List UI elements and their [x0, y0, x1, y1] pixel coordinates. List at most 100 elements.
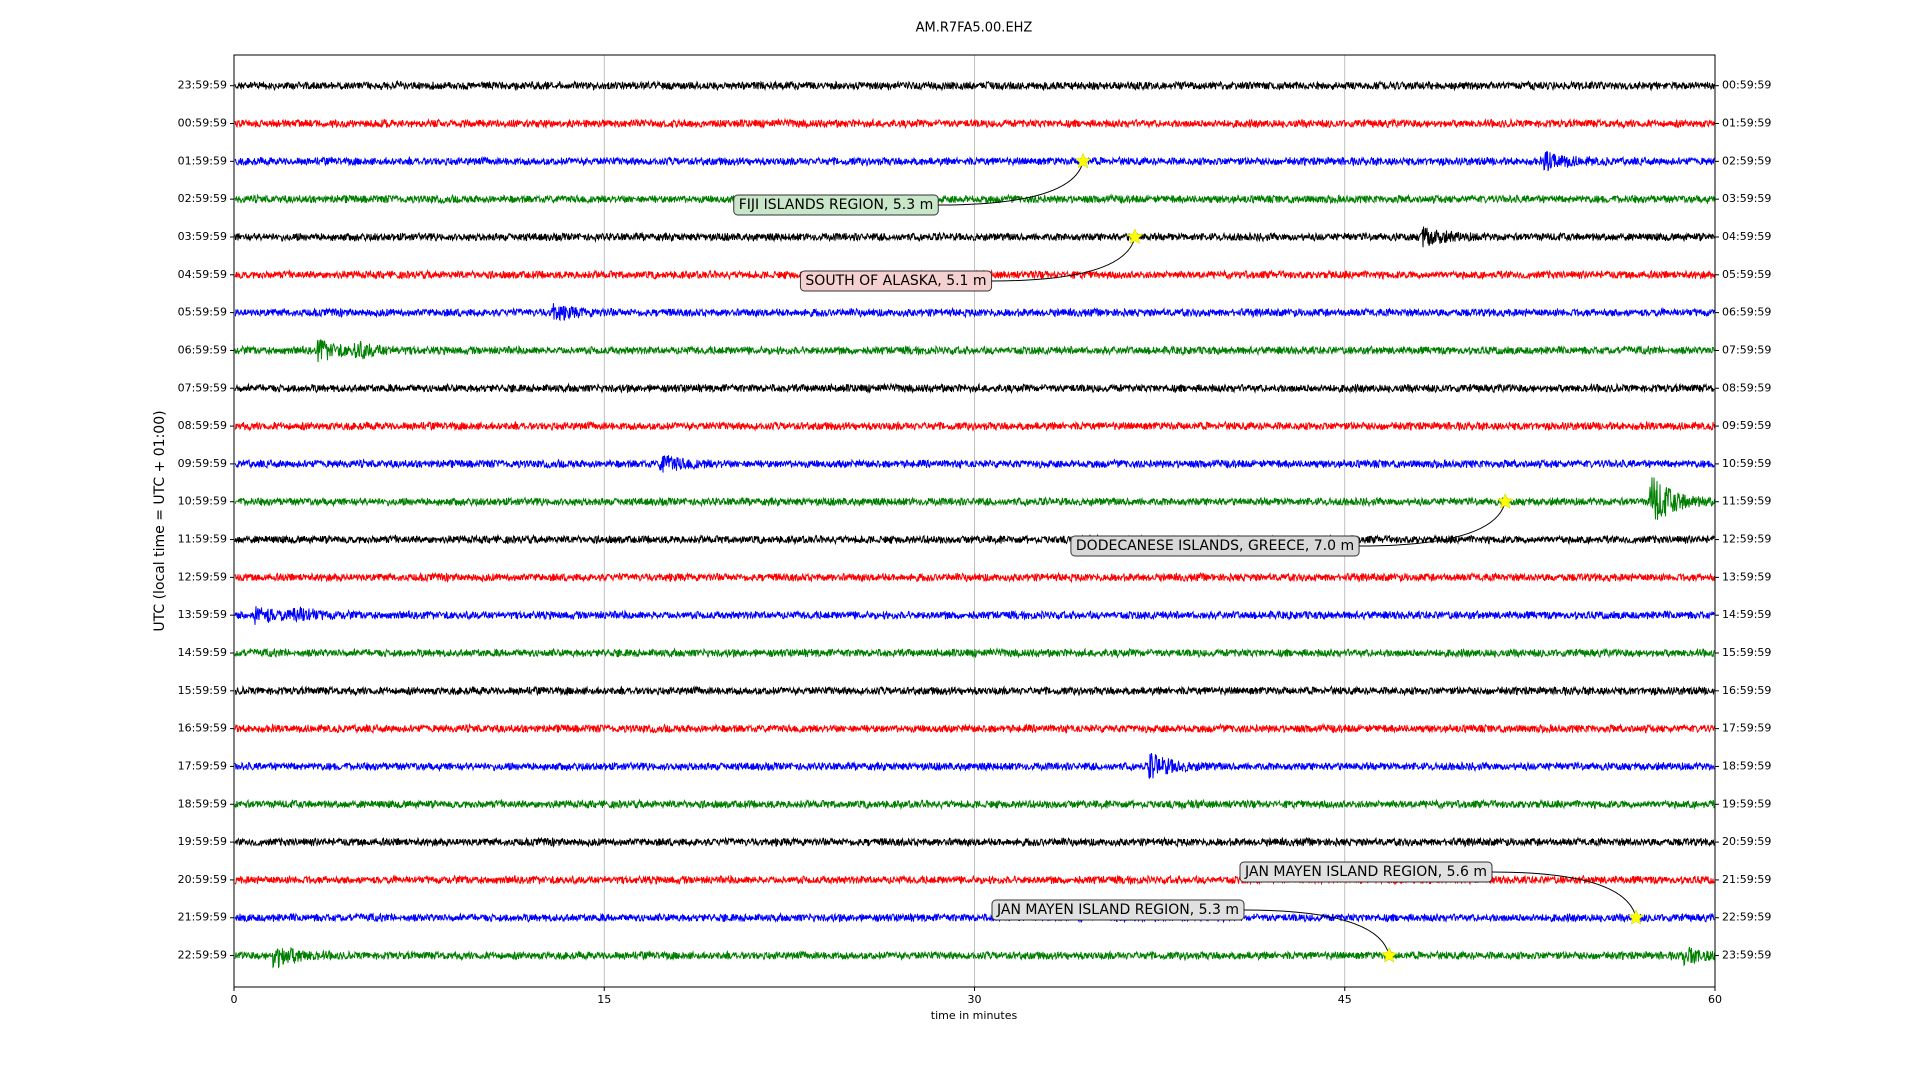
trace: [234, 946, 1715, 969]
event-star: [1496, 493, 1514, 509]
x-tick-label: 45: [1338, 993, 1352, 1006]
y-tick-label-left: 23:59:59: [178, 79, 227, 92]
trace: [234, 477, 1715, 520]
trace: [234, 684, 1715, 697]
trace: [234, 911, 1715, 924]
plot-frame: [233, 54, 1716, 988]
event-star: [1627, 909, 1645, 925]
annotation-connector: [1359, 501, 1506, 547]
trace: [234, 193, 1715, 205]
y-tick-label-left: 16:59:59: [178, 722, 227, 735]
annotation-text: SOUTH OF ALASKA, 5.1 m: [805, 273, 986, 289]
chart-title: AM.R7FA5.00.EHZ: [916, 21, 1033, 36]
y-tick-label-left: 12:59:59: [178, 570, 227, 583]
y-tick-label-right: 11:59:59: [1722, 495, 1771, 508]
event-annotation: FIJI ISLANDS REGION, 5.3 m: [733, 161, 1084, 216]
y-tick-label-right: 04:59:59: [1722, 230, 1771, 243]
y-tick-label-left: 03:59:59: [178, 230, 227, 243]
annotation-connector: [991, 236, 1136, 282]
y-tick-label-left: 07:59:59: [178, 381, 227, 394]
annotation-connector: [1491, 871, 1637, 918]
event-annotation: JAN MAYEN ISLAND REGION, 5.3 m: [991, 899, 1390, 956]
y-tick-label-right: 00:59:59: [1722, 79, 1771, 92]
y-tick-label-left: 18:59:59: [178, 797, 227, 810]
event-annotation: DODECANESE ISLANDS, GREECE, 7.0 m: [1070, 501, 1506, 557]
annotation-connector: [938, 161, 1084, 206]
y-tick-label-left: 08:59:59: [178, 419, 227, 432]
y-tick-label-right: 03:59:59: [1722, 192, 1771, 205]
trace: [234, 836, 1715, 848]
y-tick-label-left: 10:59:59: [178, 495, 227, 508]
trace: [234, 571, 1715, 584]
annotation-text: DODECANESE ISLANDS, GREECE, 7.0 m: [1076, 538, 1354, 554]
y-tick-label-right: 13:59:59: [1722, 570, 1771, 583]
trace: [234, 533, 1715, 546]
y-tick-label-right: 02:59:59: [1722, 154, 1771, 167]
trace: [234, 752, 1715, 780]
trace: [234, 606, 1715, 625]
y-tick-label-right: 10:59:59: [1722, 457, 1771, 470]
trace: [234, 420, 1715, 432]
x-axis-label: time in minutes: [931, 1009, 1018, 1022]
x-tick-label: 60: [1708, 993, 1722, 1006]
y-tick-label-left: 21:59:59: [178, 911, 227, 924]
x-tick-label: 15: [597, 993, 611, 1006]
y-tick-label-right: 14:59:59: [1722, 608, 1771, 621]
y-tick-label-right: 17:59:59: [1722, 722, 1771, 735]
event-star: [1380, 946, 1398, 963]
event-star: [1126, 228, 1144, 245]
trace: [234, 722, 1715, 735]
trace: [234, 798, 1715, 811]
y-tick-label-left: 17:59:59: [178, 759, 227, 772]
y-tick-label-right: 23:59:59: [1722, 949, 1771, 962]
y-tick-label-right: 08:59:59: [1722, 381, 1771, 394]
y-tick-label-right: 12:59:59: [1722, 533, 1771, 546]
y-tick-label-right: 07:59:59: [1722, 343, 1771, 356]
y-tick-label-right: 05:59:59: [1722, 268, 1771, 281]
y-tick-label-left: 05:59:59: [178, 306, 227, 319]
event-annotation: SOUTH OF ALASKA, 5.1 m: [799, 236, 1136, 292]
y-tick-label-right: 15:59:59: [1722, 646, 1771, 659]
annotation-connector: [1243, 909, 1390, 956]
x-tick-label: 0: [231, 993, 238, 1006]
trace: [234, 226, 1715, 248]
trace: [234, 339, 1715, 363]
y-tick-label-left: 06:59:59: [178, 343, 227, 356]
trace: [234, 647, 1715, 659]
y-tick-label-right: 19:59:59: [1722, 797, 1771, 810]
y-tick-label-right: 21:59:59: [1722, 873, 1771, 886]
x-tick-label: 30: [968, 993, 982, 1006]
y-tick-label-left: 04:59:59: [178, 268, 227, 281]
y-tick-label-right: 06:59:59: [1722, 306, 1771, 319]
y-tick-label-left: 01:59:59: [178, 154, 227, 167]
event-annotation: JAN MAYEN ISLAND REGION, 5.6 m: [1239, 861, 1637, 918]
y-tick-label-left: 22:59:59: [178, 949, 227, 962]
y-tick-label-right: 18:59:59: [1722, 759, 1771, 772]
y-tick-label-left: 13:59:59: [178, 608, 227, 621]
y-tick-label-right: 16:59:59: [1722, 684, 1771, 697]
y-tick-label-right: 22:59:59: [1722, 911, 1771, 924]
y-tick-label-left: 14:59:59: [178, 646, 227, 659]
y-tick-label-right: 01:59:59: [1722, 117, 1771, 130]
y-tick-label-left: 11:59:59: [178, 533, 227, 546]
y-tick-label-right: 20:59:59: [1722, 835, 1771, 848]
y-tick-label-left: 19:59:59: [178, 835, 227, 848]
annotation-text: JAN MAYEN ISLAND REGION, 5.6 m: [1244, 864, 1487, 880]
y-tick-label-left: 02:59:59: [178, 192, 227, 205]
y-tick-label-left: 15:59:59: [178, 684, 227, 697]
trace: [234, 79, 1715, 92]
y-axis-label: UTC (local time = UTC + 01:00): [152, 410, 168, 631]
annotation-text: JAN MAYEN ISLAND REGION, 5.3 m: [996, 902, 1239, 918]
y-tick-label-left: 09:59:59: [178, 457, 227, 470]
y-tick-label-left: 20:59:59: [178, 873, 227, 886]
y-tick-label-left: 00:59:59: [178, 117, 227, 130]
trace: [234, 117, 1715, 130]
trace: [234, 455, 1715, 473]
annotation-text: FIJI ISLANDS REGION, 5.3 m: [739, 197, 934, 213]
trace: [234, 382, 1715, 394]
trace: [234, 303, 1715, 322]
y-tick-label-right: 09:59:59: [1722, 419, 1771, 432]
trace: [234, 151, 1715, 172]
